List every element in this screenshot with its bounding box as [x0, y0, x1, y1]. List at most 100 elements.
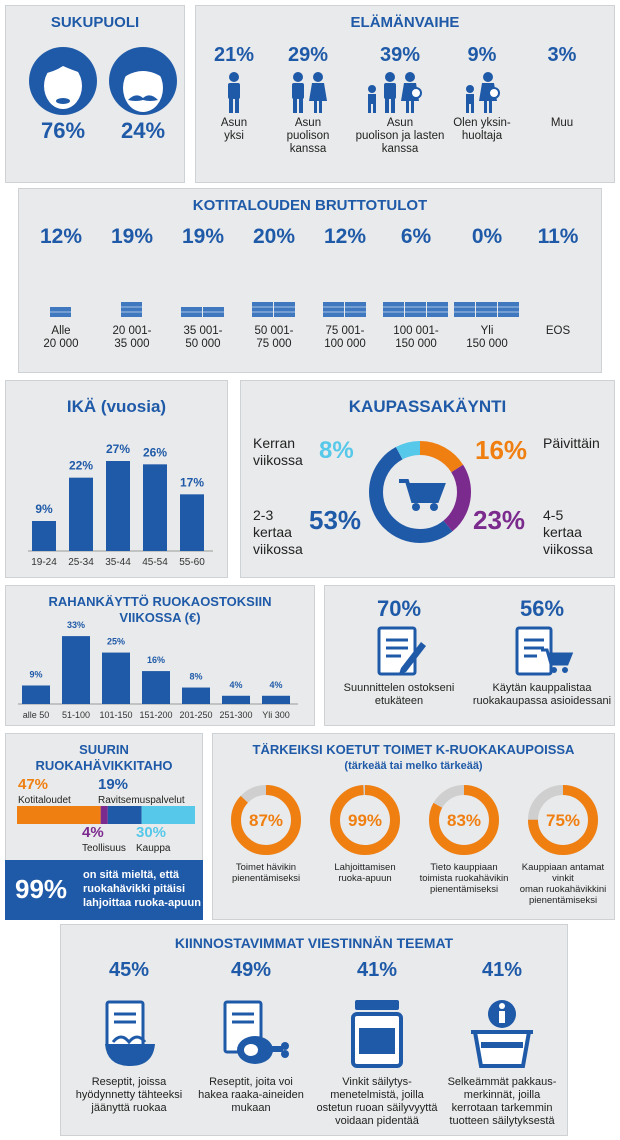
spend-bar	[182, 687, 210, 704]
spend-value-label: 16%	[147, 655, 165, 665]
action-item: 75% Kauppiaan antamat vinkit oman ruokahä…	[514, 782, 612, 906]
spend-value-label: 8%	[189, 672, 202, 682]
family-icon	[368, 72, 422, 113]
shopping-cart-icon	[399, 479, 446, 511]
income-item: 20% 50 001- 75 000	[240, 225, 308, 351]
income-item: 19% 35 001- 50 000	[169, 225, 237, 351]
shopping-daily-pct: 16%	[475, 435, 528, 465]
planning-item: 56% Käytän kauppalistaa ruokakaupassa as…	[472, 596, 612, 707]
planning-item: 70% Suunnittelen ostokseni etukäteen	[329, 596, 469, 708]
male-icon	[109, 47, 177, 115]
shopping-two-three-label: 2-3 kertaa viikossa	[253, 507, 303, 557]
shopping-four-five-pct: 23%	[473, 505, 526, 535]
life-stage-item: 39% Asun puolison ja lasten kanssa	[352, 44, 448, 156]
donut-pct: 83%	[447, 811, 481, 830]
spend-bar	[142, 671, 170, 704]
age-bar	[143, 464, 167, 551]
life-stage-item: 3% Muu	[547, 44, 577, 129]
gender-panel: SUKUPUOLI 76% 24%	[5, 5, 185, 183]
spend-bar	[262, 695, 290, 704]
spend-category-label: alle 50	[23, 710, 50, 720]
shopping-list-cart-icon	[515, 626, 574, 676]
spend-title: RAHANKÄYTTÖ RUOKAOSTOKSIIN VIIKOSSA (€)	[48, 594, 272, 625]
spend-value-label: 4%	[229, 680, 242, 690]
income-item: 6% 100 001- 150 000	[382, 225, 450, 351]
single-person-icon	[228, 72, 240, 113]
waste-retail-label: Kauppa	[136, 843, 171, 854]
shopping-donut-segment	[369, 441, 471, 543]
action-item: 99% Lahjoittamisen ruoka-apuun	[316, 782, 414, 884]
female-pct: 76%	[40, 118, 86, 143]
age-category-label: 25-34	[68, 557, 94, 568]
spend-category-label: 201-250	[179, 710, 212, 720]
info-basket-icon	[471, 1000, 533, 1068]
actions-title: TÄRKEIKSI KOETUT TOIMET K-RUOKAKAUPOISSA	[252, 742, 575, 757]
jar-icon	[351, 1000, 403, 1068]
age-title: IKÄ (vuosia)	[66, 397, 167, 416]
spend-value-label: 9%	[29, 669, 42, 679]
spend-bar-chart: 9% alle 50 33% 51-100 25% 101-150 16% 151-200 8%…	[18, 620, 298, 720]
single-parent-icon	[466, 72, 500, 113]
action-donut: 75%	[528, 785, 598, 855]
action-donut: 83%	[429, 785, 499, 855]
shopping-four-five-label: 4-5 kertaa viikossa	[543, 507, 593, 557]
shopping-title: KAUPASSAKÄYNTI	[348, 397, 507, 416]
spend-value-label: 25%	[107, 637, 125, 647]
age-value-label: 26%	[143, 445, 167, 459]
income-item: 11% EOS	[524, 225, 592, 338]
action-item: 83% Tieto kauppiaan toimista ruokahävikin…	[415, 782, 513, 895]
money-stack-icon	[181, 307, 224, 317]
action-donut: 87%	[231, 785, 301, 855]
shopping-donut-chart	[369, 441, 471, 543]
donut-arc	[429, 785, 499, 855]
spend-category-label: 151-200	[139, 710, 172, 720]
life-stage-title: ELÄMÄNVAIHE	[350, 14, 460, 31]
actions-subtitle: (tärkeää tai melko tärkeää)	[344, 760, 483, 772]
spend-value-label: 33%	[67, 620, 85, 630]
planning-panel: 70% Suunnittelen ostokseni etukäteen 56%…	[324, 585, 615, 726]
donate-box: 99% on sitä mieltä, että ruokahävikki pi…	[5, 860, 203, 920]
money-stack-icon	[252, 302, 295, 317]
income-item: 19% 20 001- 35 000	[98, 225, 166, 351]
waste-industry-pct: 4%	[82, 824, 104, 841]
waste-segment	[141, 806, 195, 824]
waste-segment	[17, 806, 101, 824]
money-stack-icon	[383, 302, 448, 317]
donut-arc	[330, 785, 400, 855]
spend-bar	[62, 636, 90, 704]
money-stack-icon	[323, 302, 366, 317]
action-donut: 99%	[330, 785, 400, 855]
spend-bar	[222, 695, 250, 704]
theme-item: 41% Selkeämmät pakkaus- merkinnät, joill…	[441, 959, 563, 1128]
age-category-label: 35-44	[105, 557, 131, 568]
waste-segment	[100, 806, 108, 824]
recipe-meat-icon	[223, 1000, 289, 1064]
age-value-label: 9%	[35, 502, 53, 516]
theme-item: 41% Vinkit säilytys- menetelmistä, joill…	[313, 959, 441, 1128]
waste-panel: SUURIN RUOKAHÄVIKKITAHO 47% Kotitaloudet…	[5, 733, 203, 920]
shopping-daily-label: Päivittäin	[543, 435, 600, 451]
waste-restaurants-label: Ravitsemuspalvelut	[98, 795, 185, 806]
female-icon	[29, 47, 97, 115]
spend-category-label: Yli 300	[262, 710, 290, 720]
donate-text: on sitä mieltä, että ruokahävikki pitäis…	[83, 869, 201, 909]
money-stack-icon	[524, 257, 592, 321]
donut-arc	[231, 785, 301, 855]
age-value-label: 22%	[69, 459, 93, 473]
age-value-label: 27%	[106, 442, 130, 456]
spend-category-label: 251-300	[219, 710, 252, 720]
age-bar	[32, 521, 56, 551]
age-bar	[106, 461, 130, 551]
themes-panel: KIINNOSTAVIMMAT VIESTINNÄN TEEMAT 45% Re…	[60, 924, 568, 1136]
waste-households-pct: 47%	[18, 776, 49, 793]
money-stack-icon	[121, 302, 142, 317]
age-category-label: 45-54	[142, 557, 168, 568]
gender-title: SUKUPUOLI	[50, 14, 140, 31]
money-stack-icon	[50, 307, 71, 317]
income-title: KOTITALOUDEN BRUTTOTULOT	[192, 197, 428, 214]
shopping-once-pct: 8%	[319, 437, 354, 464]
donut-pct: 75%	[546, 811, 580, 830]
donut-pct: 99%	[348, 811, 382, 830]
actions-panel: TÄRKEIKSI KOETUT TOIMET K-RUOKAKAUPOISSA…	[212, 733, 615, 920]
spend-category-label: 51-100	[62, 710, 90, 720]
